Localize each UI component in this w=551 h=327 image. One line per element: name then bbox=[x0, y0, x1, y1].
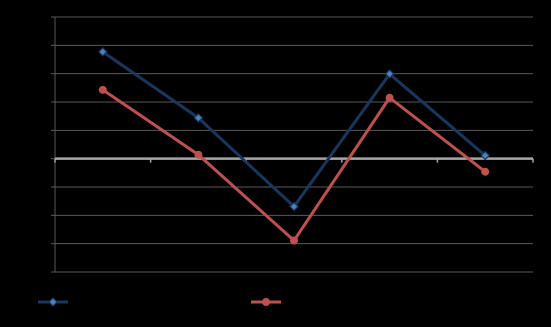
marker bbox=[481, 167, 490, 176]
marker bbox=[290, 236, 298, 245]
legend-marker bbox=[262, 298, 270, 306]
marker bbox=[97, 47, 108, 57]
marker bbox=[193, 113, 204, 123]
marker bbox=[480, 150, 491, 161]
legend-marker bbox=[48, 297, 58, 307]
marker bbox=[384, 69, 395, 79]
marker bbox=[194, 150, 203, 159]
marker bbox=[289, 201, 299, 212]
marker bbox=[98, 85, 107, 94]
marker bbox=[385, 93, 394, 102]
